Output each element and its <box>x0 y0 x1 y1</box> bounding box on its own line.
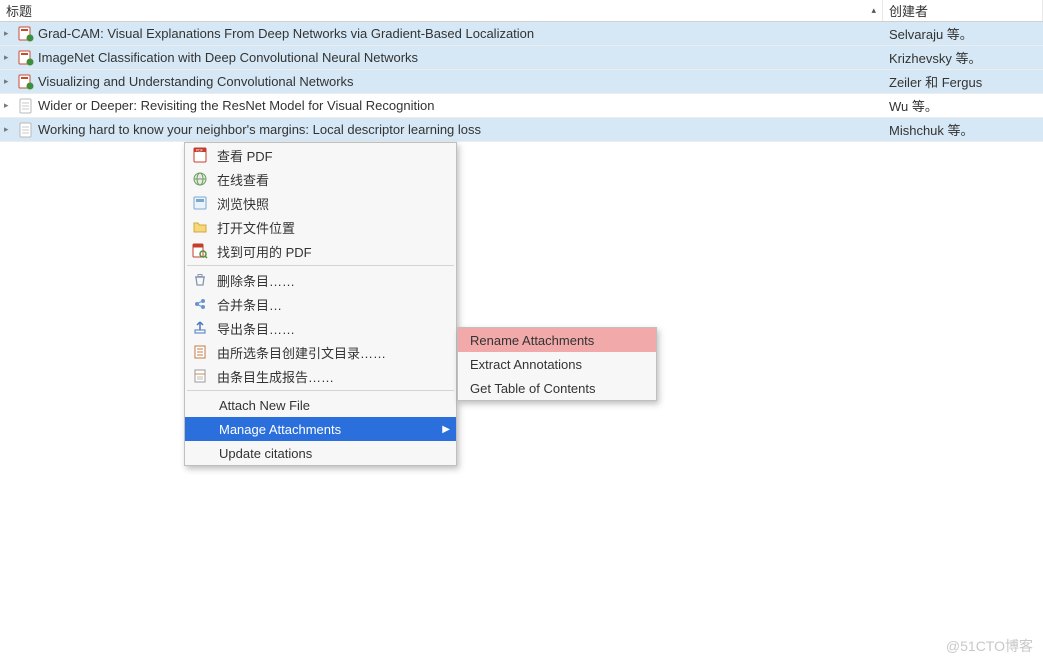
column-creator-label: 创建者 <box>889 1 928 20</box>
item-type-icon <box>18 98 34 114</box>
menu-item[interactable]: Attach New File <box>185 393 456 417</box>
table-header: 标题 ▴ 创建者 <box>0 0 1043 22</box>
export-icon <box>191 319 209 337</box>
table-row[interactable]: ▸ Wider or Deeper: Revisiting the ResNet … <box>0 94 1043 118</box>
pdf-icon: PDF <box>191 146 209 164</box>
snapshot-icon <box>191 194 209 212</box>
trash-icon <box>191 271 209 289</box>
twisty-icon[interactable]: ▸ <box>4 76 14 87</box>
submenu-item-label: Get Table of Contents <box>470 381 596 396</box>
twisty-icon[interactable]: ▸ <box>4 100 14 111</box>
context-menu: PDF 查看 PDF 在线查看浏览快照打开文件位置找到可用的 PDF 删除条目…… 合… <box>184 142 457 466</box>
submenu-item[interactable]: Extract Annotations <box>458 352 656 376</box>
menu-separator <box>187 390 454 391</box>
biblio-icon <box>191 343 209 361</box>
menu-item[interactable]: 打开文件位置 <box>185 215 456 239</box>
menu-item[interactable]: 导出条目…… <box>185 316 456 340</box>
item-creator: Zeiler 和 Fergus <box>883 72 1043 91</box>
menu-item-label: 由条目生成报告…… <box>217 367 334 386</box>
menu-separator <box>187 265 454 266</box>
menu-item[interactable]: 在线查看 <box>185 167 456 191</box>
menu-item[interactable]: 由条目生成报告…… <box>185 364 456 388</box>
submenu-arrow-icon: ▶ <box>442 424 450 435</box>
twisty-icon[interactable]: ▸ <box>4 52 14 63</box>
table-row[interactable]: ▸ Working hard to know your neighbor's ma… <box>0 118 1043 142</box>
table-row[interactable]: ▸ Grad-CAM: Visual Explanations From Deep… <box>0 22 1043 46</box>
item-title: Wider or Deeper: Revisiting the ResNet M… <box>38 98 434 113</box>
item-type-icon <box>18 50 34 66</box>
menu-item[interactable]: Update citations <box>185 441 456 465</box>
menu-item-label: 导出条目…… <box>217 319 295 338</box>
menu-item-label: Update citations <box>219 446 312 461</box>
submenu-manage-attachments: Rename Attachments Extract Annotations Get… <box>457 327 657 401</box>
menu-item-label: 打开文件位置 <box>217 218 295 237</box>
table-row[interactable]: ▸ ImageNet Classification with Deep Convo… <box>0 46 1043 70</box>
column-title-label: 标题 <box>6 1 32 20</box>
submenu-item-label: Rename Attachments <box>470 333 594 348</box>
table-body: ▸ Grad-CAM: Visual Explanations From Deep… <box>0 22 1043 142</box>
menu-item-label: Manage Attachments <box>219 422 341 437</box>
submenu-item[interactable]: Rename Attachments <box>458 328 656 352</box>
column-header-title[interactable]: 标题 ▴ <box>0 0 883 21</box>
menu-item-label: Attach New File <box>219 398 310 413</box>
menu-item-label: 由所选条目创建引文目录…… <box>217 343 386 362</box>
menu-item[interactable]: Manage Attachments ▶ <box>185 417 456 441</box>
item-creator: Krizhevsky 等。 <box>883 48 1043 67</box>
item-creator: Wu 等。 <box>883 96 1043 115</box>
submenu-item[interactable]: Get Table of Contents <box>458 376 656 400</box>
item-type-icon <box>18 26 34 42</box>
folder-icon <box>191 218 209 236</box>
menu-item[interactable]: 由所选条目创建引文目录…… <box>185 340 456 364</box>
menu-item[interactable]: PDF 查看 PDF <box>185 143 456 167</box>
menu-item-label: 浏览快照 <box>217 194 269 213</box>
globe-icon <box>191 170 209 188</box>
twisty-icon[interactable]: ▸ <box>4 28 14 39</box>
submenu-item-label: Extract Annotations <box>470 357 582 372</box>
merge-icon <box>191 295 209 313</box>
item-type-icon <box>18 74 34 90</box>
item-title: Visualizing and Understanding Convolutio… <box>38 74 354 89</box>
item-creator: Selvaraju 等。 <box>883 24 1043 43</box>
table-row[interactable]: ▸ Visualizing and Understanding Convoluti… <box>0 70 1043 94</box>
pdf-find-icon <box>191 242 209 260</box>
report-icon <box>191 367 209 385</box>
menu-item-label: 查看 PDF <box>217 146 273 165</box>
menu-item[interactable]: 找到可用的 PDF <box>185 239 456 263</box>
sort-ascending-icon: ▴ <box>871 5 876 16</box>
menu-item-label: 删除条目…… <box>217 271 295 290</box>
item-title: ImageNet Classification with Deep Convol… <box>38 50 418 65</box>
menu-item[interactable]: 删除条目…… <box>185 268 456 292</box>
svg-text:PDF: PDF <box>196 149 203 153</box>
item-title: Working hard to know your neighbor's mar… <box>38 122 481 137</box>
menu-item[interactable]: 合并条目… <box>185 292 456 316</box>
item-type-icon <box>18 122 34 138</box>
menu-item-label: 合并条目… <box>217 295 282 314</box>
item-creator: Mishchuk 等。 <box>883 120 1043 139</box>
column-header-creator[interactable]: 创建者 <box>883 0 1043 21</box>
twisty-icon[interactable]: ▸ <box>4 124 14 135</box>
item-title: Grad-CAM: Visual Explanations From Deep … <box>38 26 534 41</box>
menu-item-label: 在线查看 <box>217 170 269 189</box>
menu-item-label: 找到可用的 PDF <box>217 242 312 261</box>
menu-item[interactable]: 浏览快照 <box>185 191 456 215</box>
watermark: @51CTO博客 <box>946 636 1033 656</box>
